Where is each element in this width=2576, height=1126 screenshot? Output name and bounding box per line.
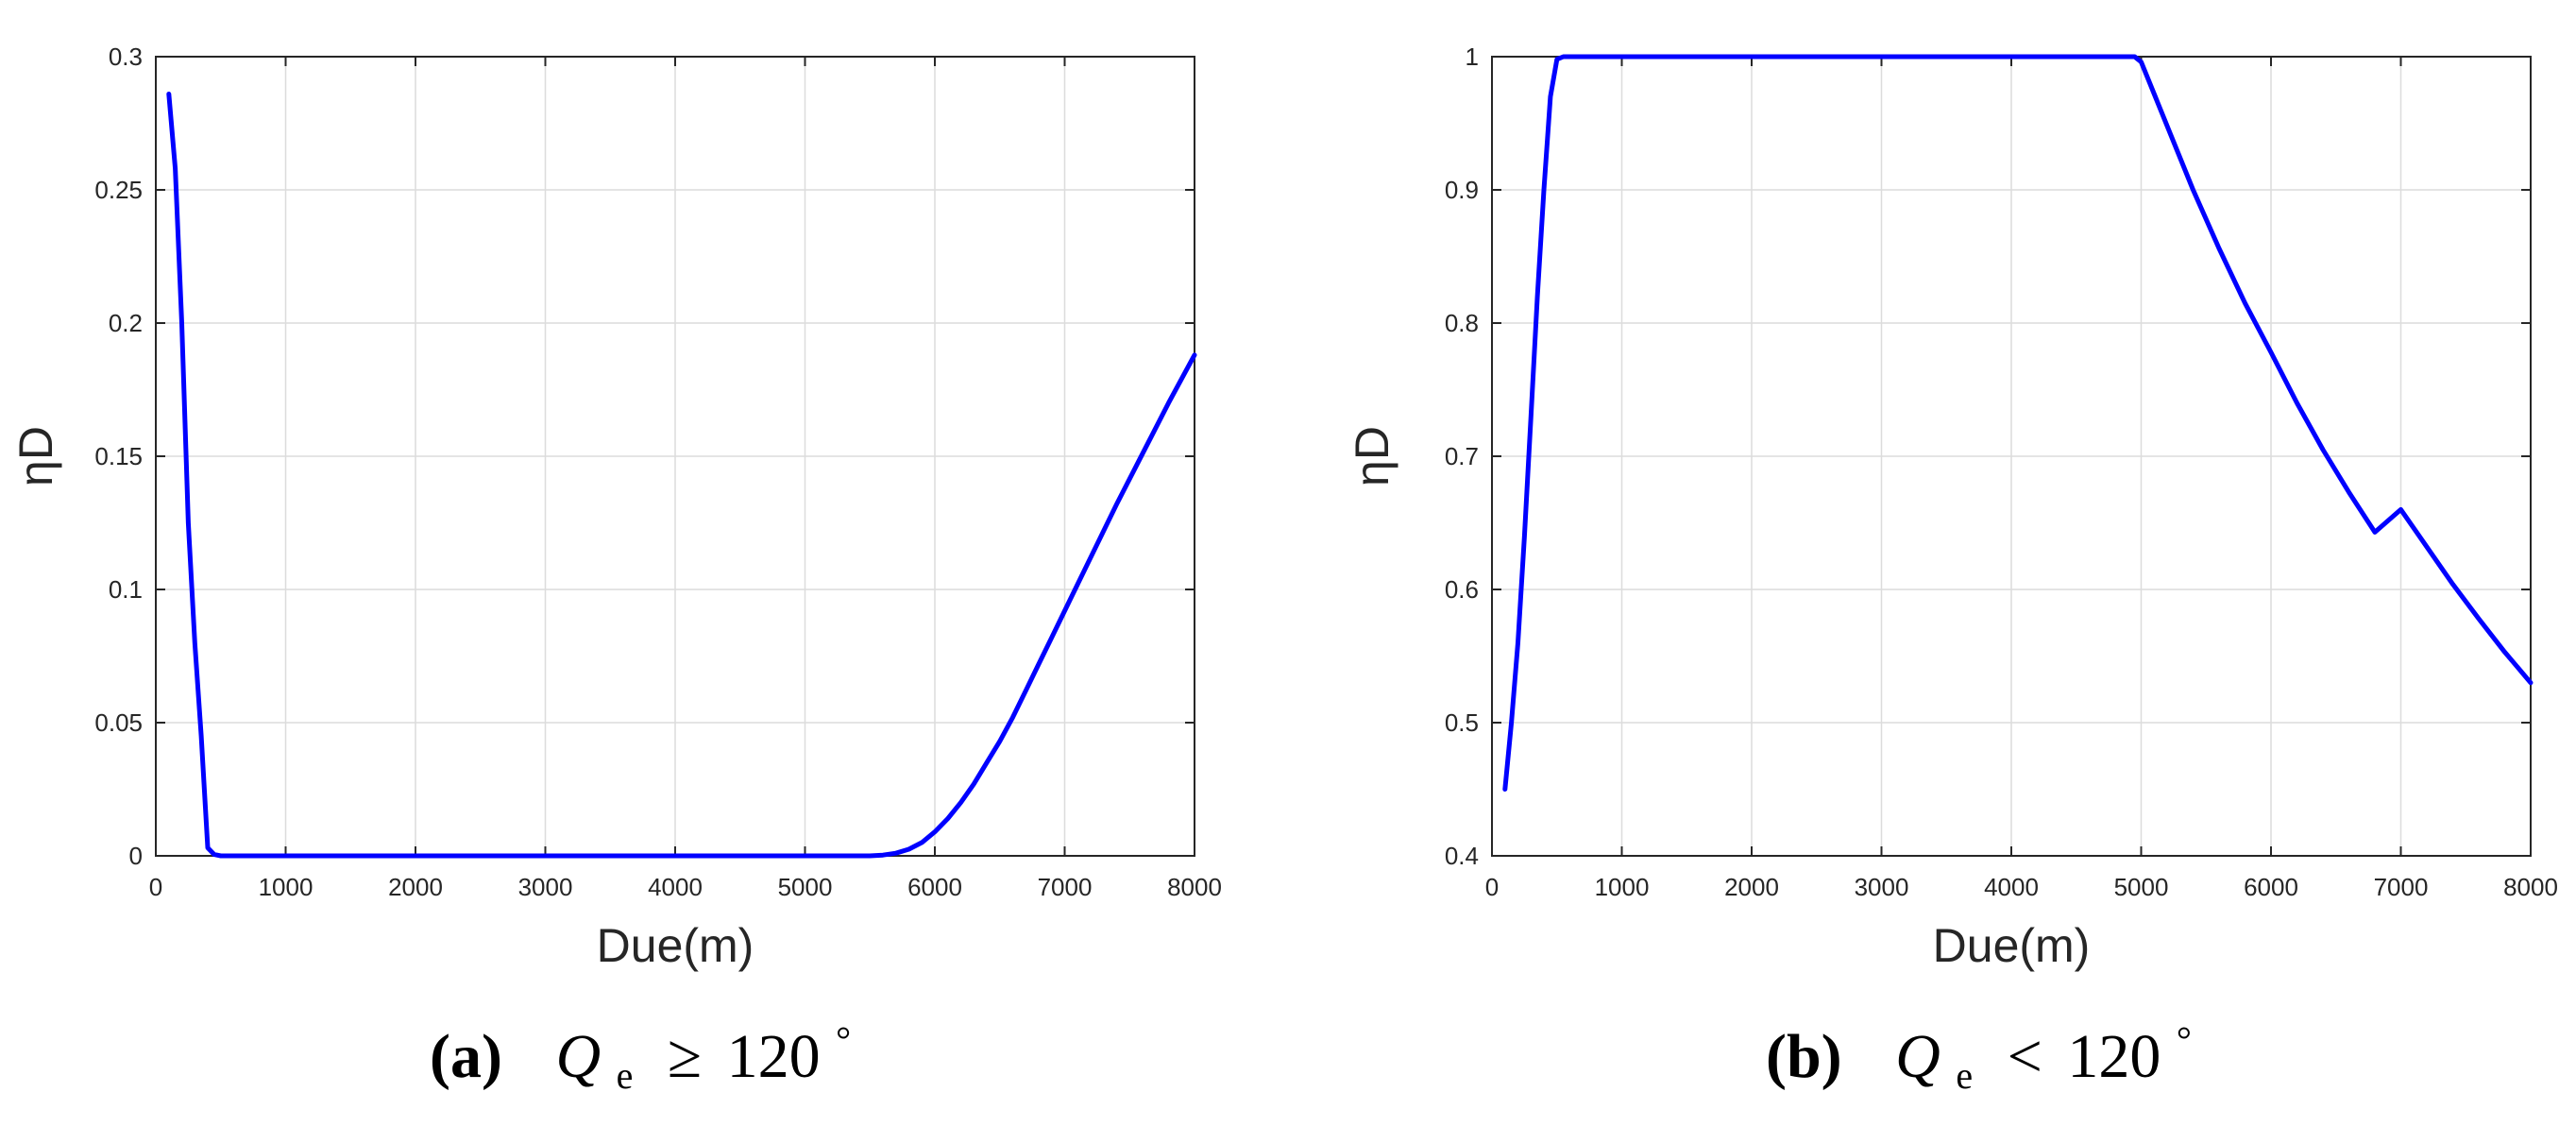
caption-subscript-b: e bbox=[1956, 1054, 1973, 1097]
x-tick-label-b-7: 7000 bbox=[2374, 873, 2429, 901]
y-axis-label-a: ηD bbox=[9, 426, 62, 486]
y-tick-label-b-2: 0.6 bbox=[1445, 575, 1479, 604]
y-tick-label-b-5: 0.9 bbox=[1445, 176, 1479, 204]
caption-b: (b) Q e < 120 ° bbox=[1766, 1018, 2192, 1102]
ticks-b: 0 1000 2000 3000 4000 5000 6000 7000 8000 0.4 0.5 0… bbox=[1445, 43, 2558, 901]
x-tick-label-a-1: 1000 bbox=[259, 873, 314, 901]
y-tick-label-b-6: 1 bbox=[1466, 43, 1479, 71]
caption-value-b: 120 bbox=[2067, 1022, 2161, 1091]
x-tick-label-b-2: 2000 bbox=[1724, 873, 1779, 901]
x-tick-label-a-4: 4000 bbox=[648, 873, 703, 901]
y-tick-label-a-6: 0.3 bbox=[109, 43, 143, 71]
caption-symbol-b: Q bbox=[1895, 1022, 1940, 1091]
y-tick-label-b-3: 0.7 bbox=[1445, 442, 1479, 470]
caption-symbol-a: Q bbox=[555, 1022, 601, 1091]
x-tick-label-b-5: 5000 bbox=[2114, 873, 2169, 901]
y-tick-label-a-3: 0.15 bbox=[94, 442, 143, 470]
x-tick-label-a-0: 0 bbox=[149, 873, 162, 901]
caption-subscript-a: e bbox=[617, 1054, 634, 1097]
x-tick-label-b-6: 6000 bbox=[2244, 873, 2298, 901]
x-tick-label-b-8: 8000 bbox=[2503, 873, 2558, 901]
y-tick-label-a-1: 0.05 bbox=[94, 708, 143, 737]
caption-relation-b: < bbox=[2008, 1022, 2042, 1091]
x-tick-label-a-2: 2000 bbox=[388, 873, 443, 901]
y-tick-label-a-0: 0 bbox=[129, 842, 143, 870]
y-tick-label-b-1: 0.5 bbox=[1445, 708, 1479, 737]
caption-unit-b: ° bbox=[2177, 1018, 2192, 1061]
x-tick-label-b-3: 3000 bbox=[1855, 873, 1909, 901]
y-tick-label-a-4: 0.2 bbox=[109, 309, 143, 337]
x-tick-label-a-6: 6000 bbox=[907, 873, 962, 901]
x-tick-label-a-8: 8000 bbox=[1167, 873, 1222, 901]
ticks-a: 0 1000 2000 3000 4000 5000 6000 7000 8000 0 0.05 0.… bbox=[94, 43, 1222, 901]
caption-value-a: 120 bbox=[727, 1022, 821, 1091]
series-line-b bbox=[1502, 54, 2534, 792]
x-tick-label-b-0: 0 bbox=[1485, 873, 1499, 901]
caption-letter-b: (b) bbox=[1766, 1022, 1842, 1091]
x-tick-label-a-3: 3000 bbox=[518, 873, 573, 901]
grid-b bbox=[1491, 56, 2532, 857]
x-tick-label-b-4: 4000 bbox=[1984, 873, 2039, 901]
y-tick-label-a-2: 0.1 bbox=[109, 575, 143, 604]
y-tick-label-b-4: 0.8 bbox=[1445, 309, 1479, 337]
caption-relation-a: ≥ bbox=[668, 1022, 702, 1091]
y-axis-label-b: ηD bbox=[1346, 426, 1398, 486]
y-tick-label-b-0: 0.4 bbox=[1445, 842, 1479, 870]
chart-panel-b: 0 1000 2000 3000 4000 5000 6000 7000 8000 0.4 0.5 0… bbox=[1346, 43, 2558, 1102]
caption-letter-a: (a) bbox=[430, 1022, 502, 1091]
caption-a: (a) Q e ≥ 120 ° bbox=[430, 1018, 851, 1102]
x-axis-label-a: Due(m) bbox=[597, 919, 754, 972]
grid-a bbox=[155, 56, 1195, 857]
x-tick-label-a-7: 7000 bbox=[1038, 873, 1093, 901]
x-tick-label-b-1: 1000 bbox=[1595, 873, 1650, 901]
x-tick-label-a-5: 5000 bbox=[778, 873, 833, 901]
series-line-a bbox=[166, 92, 1197, 859]
y-tick-label-a-5: 0.25 bbox=[94, 176, 143, 204]
x-axis-label-b: Due(m) bbox=[1933, 919, 2091, 972]
chart-panel-a: 0 1000 2000 3000 4000 5000 6000 7000 8000 0 0.05 0.… bbox=[9, 43, 1222, 1102]
caption-unit-a: ° bbox=[836, 1018, 851, 1061]
